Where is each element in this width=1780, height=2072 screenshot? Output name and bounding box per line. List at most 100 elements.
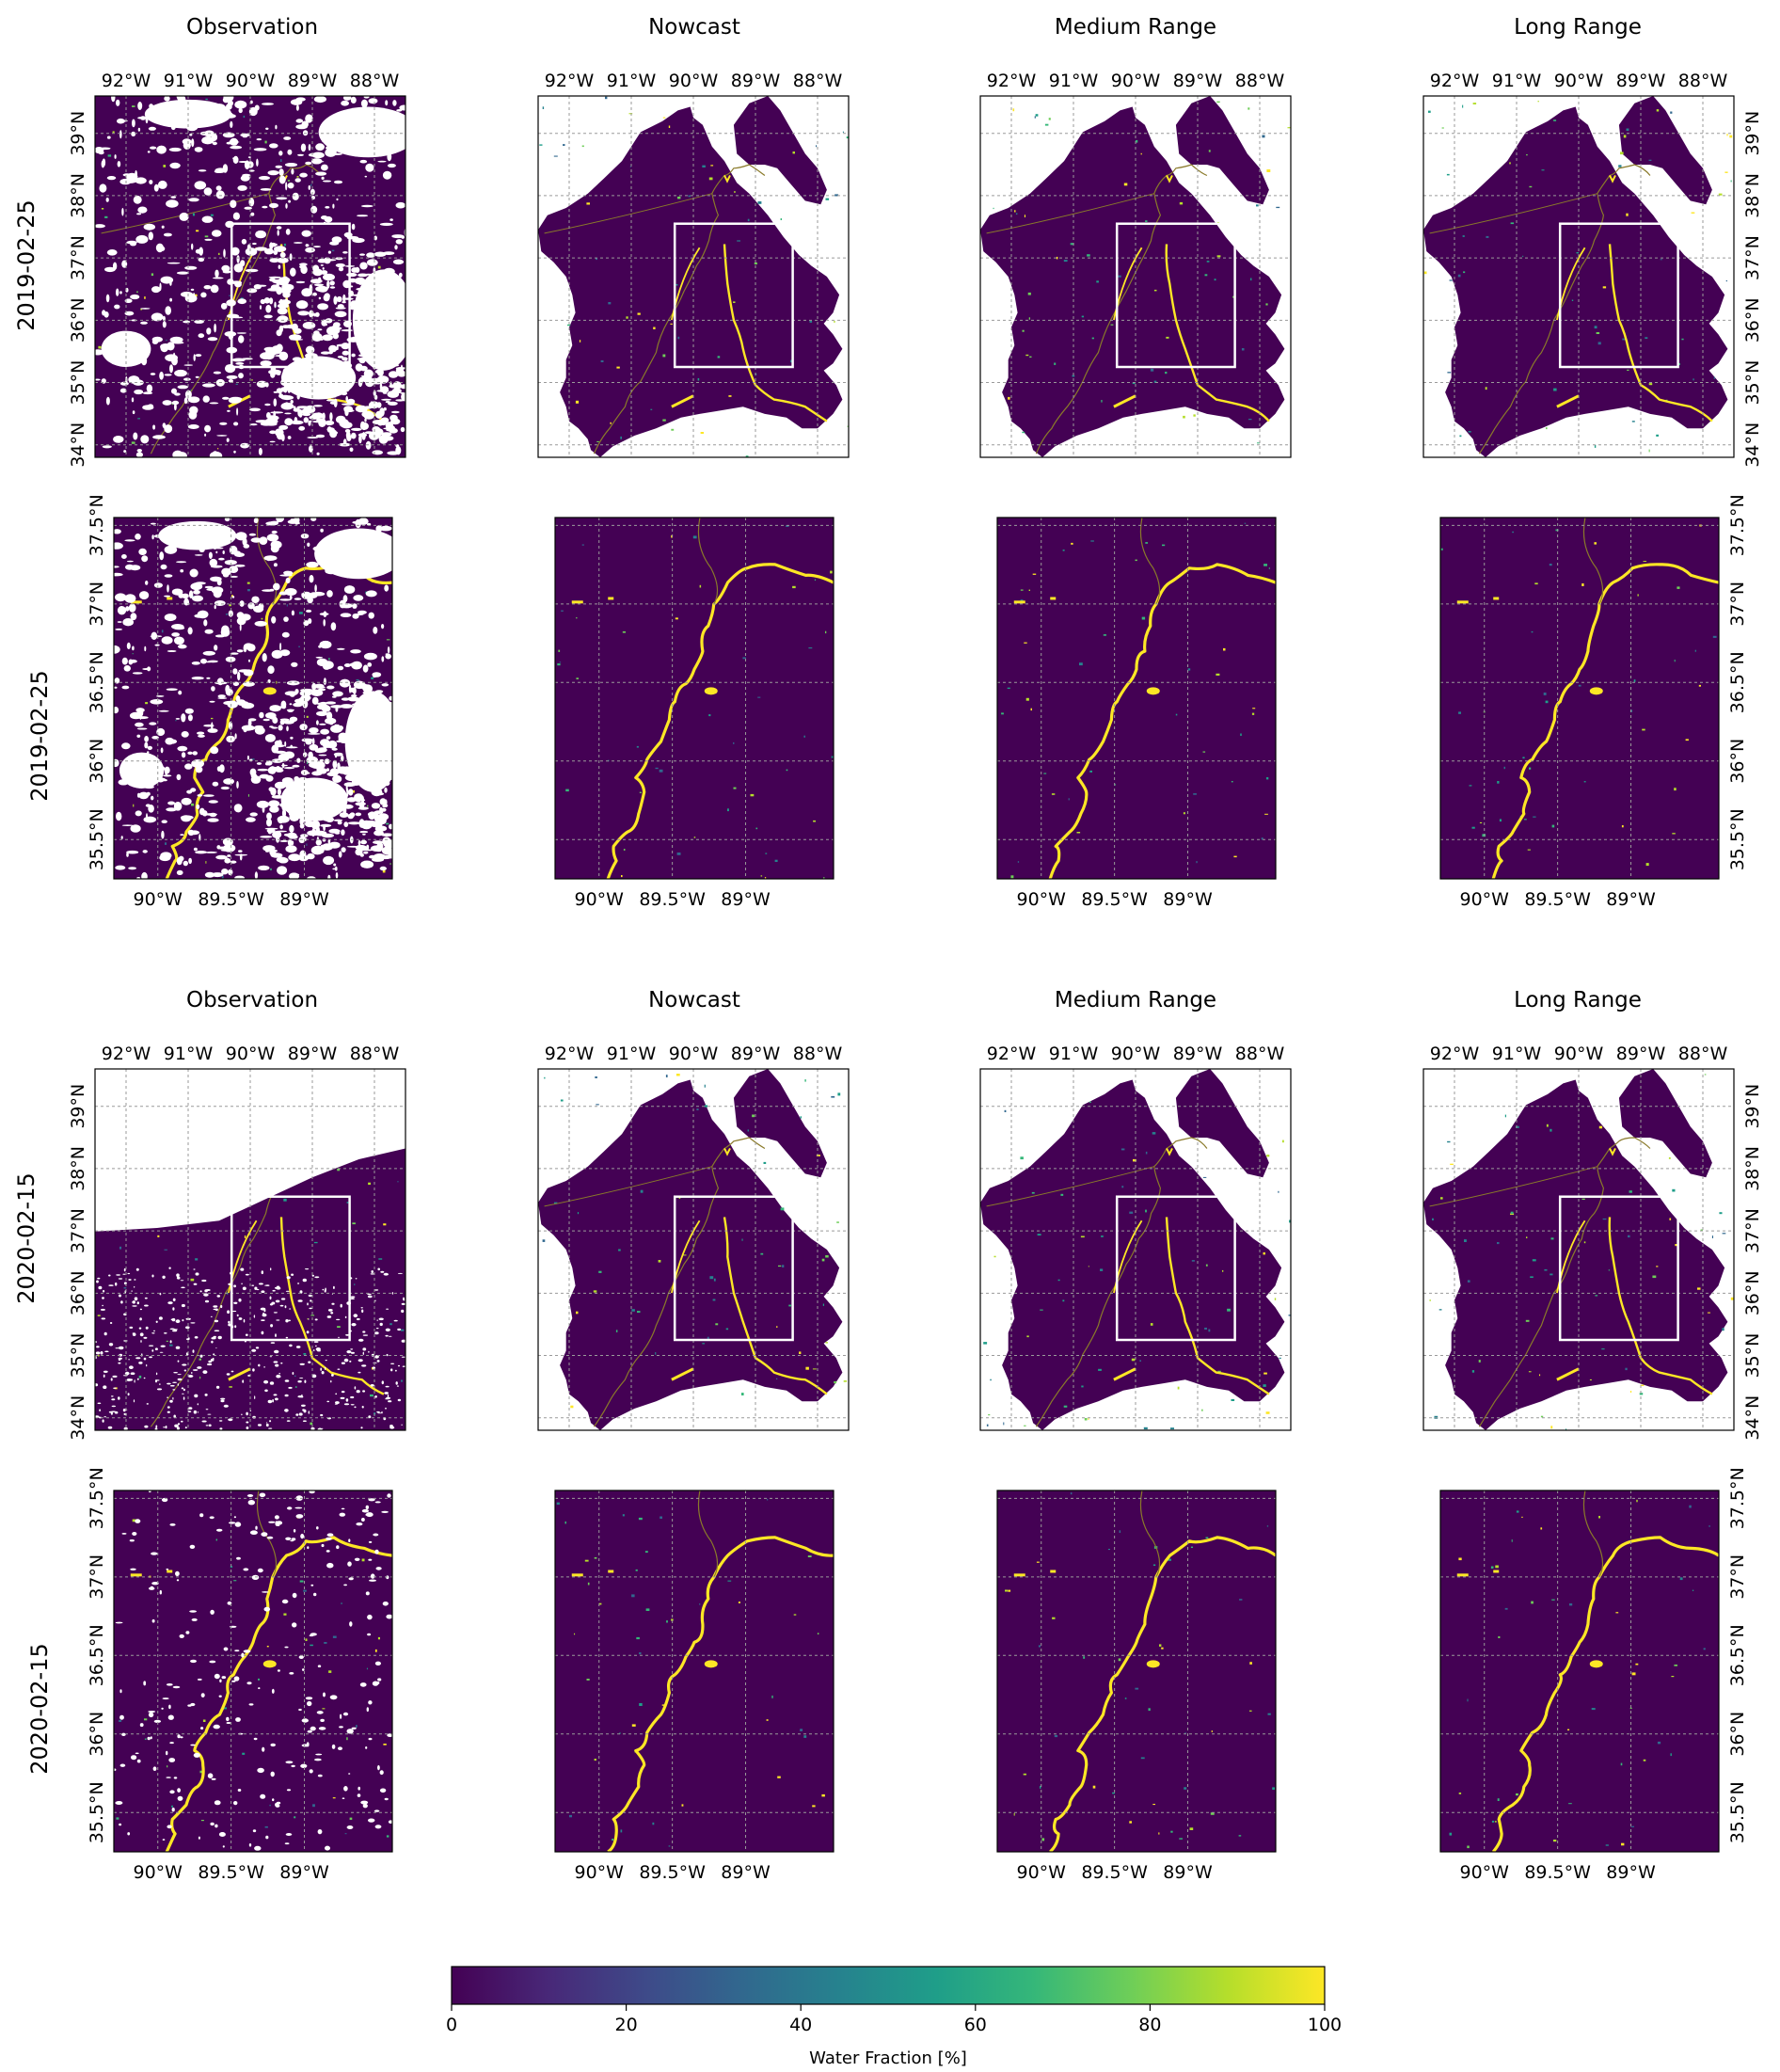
- cloud-mask: [380, 807, 387, 812]
- water-speckle: [1110, 324, 1114, 326]
- cloud-mask: [280, 288, 292, 295]
- water-speckle: [1553, 1840, 1557, 1842]
- water-speckle: [1279, 1357, 1281, 1360]
- cloud-mask: [153, 582, 163, 588]
- reservoir-1: [1556, 394, 1580, 408]
- cloud-mask: [313, 1592, 317, 1597]
- cloud-mask: [395, 446, 402, 455]
- cloud-mask: [131, 1755, 137, 1761]
- cloud-mask: [285, 845, 297, 853]
- river-main: [593, 164, 766, 454]
- cloud-mask: [263, 1366, 265, 1368]
- cloud-mask: [287, 149, 293, 155]
- water-speckle: [1217, 1370, 1221, 1373]
- cloud-mask: [377, 1412, 382, 1414]
- cloud-mask: [234, 733, 237, 740]
- cloud-mask: [129, 1539, 135, 1542]
- cloud-mask: [115, 593, 127, 602]
- water-speckle: [650, 408, 653, 410]
- cloud-mask: [190, 1744, 196, 1746]
- water-speckle: [816, 145, 818, 148]
- zoom-box: [1558, 1195, 1679, 1342]
- cloud-mask: [303, 407, 310, 414]
- cloud-mask: [290, 400, 294, 404]
- cloud-mask: [318, 1727, 326, 1730]
- water-speckle: [247, 589, 250, 592]
- cloud-mask: [171, 1317, 176, 1322]
- cloud-mask: [350, 96, 357, 104]
- water-speckle: [1621, 825, 1624, 828]
- water-speckle: [1718, 193, 1723, 196]
- water-speckle: [383, 1744, 387, 1745]
- water-speckle: [631, 1724, 636, 1727]
- water-speckle: [778, 1265, 782, 1267]
- water-speckle: [666, 1620, 668, 1623]
- tick-label: 89.5°W: [1524, 1862, 1591, 1883]
- cloud-mask: [167, 1382, 171, 1385]
- cloud-mask: [327, 250, 331, 254]
- cloud-mask: [121, 207, 124, 216]
- water-speckle: [205, 861, 207, 864]
- water-speckle: [763, 1161, 767, 1164]
- cloud-mask: [346, 272, 358, 278]
- cloud-mask: [362, 1390, 366, 1393]
- cloud-mask: [277, 230, 279, 236]
- cloud-mask: [216, 845, 221, 850]
- water-speckle: [626, 316, 628, 319]
- water-speckle: [195, 1258, 199, 1261]
- cloud-mask: [114, 529, 121, 534]
- cloud-mask: [167, 262, 181, 264]
- cloud-mask: [204, 238, 213, 241]
- cloud-mask: [342, 294, 346, 303]
- cloud-mask: [214, 1319, 219, 1323]
- cloud-mask: [152, 1766, 157, 1771]
- cloud-mask: [102, 445, 112, 449]
- water-speckle: [757, 696, 761, 698]
- water-speckle: [1072, 375, 1075, 377]
- cloud-mask: [260, 360, 272, 367]
- cloud-mask: [204, 424, 212, 433]
- col-title-observation-2: Observation: [186, 988, 318, 1012]
- water-speckle: [696, 1108, 699, 1110]
- cloud-mask: [311, 738, 315, 746]
- cloud-mask: [304, 1379, 307, 1383]
- water-speckle: [164, 1249, 167, 1251]
- cloud-mask: [207, 1363, 213, 1366]
- cloud-mask: [336, 1545, 340, 1550]
- water-speckle: [1495, 1821, 1497, 1823]
- cloud-mask: [349, 447, 354, 453]
- cloud-mask: [363, 406, 373, 409]
- cloud-mask: [162, 400, 172, 406]
- cloud-mask: [177, 1360, 180, 1363]
- water-speckle: [247, 794, 249, 797]
- cloud-mask: [161, 830, 165, 839]
- cloud-mask: [160, 747, 164, 754]
- water-speckle: [1158, 1832, 1160, 1835]
- water-speckle: [1165, 372, 1168, 375]
- cloud-mask: [314, 1758, 322, 1761]
- cloud-mask: [324, 293, 330, 300]
- water-speckle: [688, 195, 691, 198]
- water-speckle: [145, 702, 148, 705]
- cloud-mask: [217, 694, 226, 698]
- cloud-mask: [310, 205, 318, 214]
- cloud-mask: [122, 1409, 126, 1412]
- cloud-mask: [189, 1610, 197, 1613]
- cloud-mask: [121, 1732, 126, 1736]
- cloud-mask: [283, 570, 294, 576]
- cloud-mask: [299, 724, 308, 731]
- water-speckle: [1698, 684, 1701, 687]
- cloud-mask: [387, 646, 390, 654]
- cloud-mask: [144, 1425, 149, 1428]
- cloud-mask: [379, 222, 393, 226]
- tick-label: 90°W: [134, 889, 183, 910]
- cloud-mask: [207, 660, 218, 663]
- cloud-mask: [278, 725, 283, 731]
- cloud-mask: [230, 145, 243, 150]
- water-speckle: [1145, 1209, 1147, 1213]
- cloud-mask: [211, 565, 223, 568]
- cloud-mask: [155, 1425, 158, 1428]
- cloud-mask: [401, 1356, 405, 1358]
- cloud-mask: [252, 1368, 255, 1372]
- cloud-mask: [317, 303, 328, 311]
